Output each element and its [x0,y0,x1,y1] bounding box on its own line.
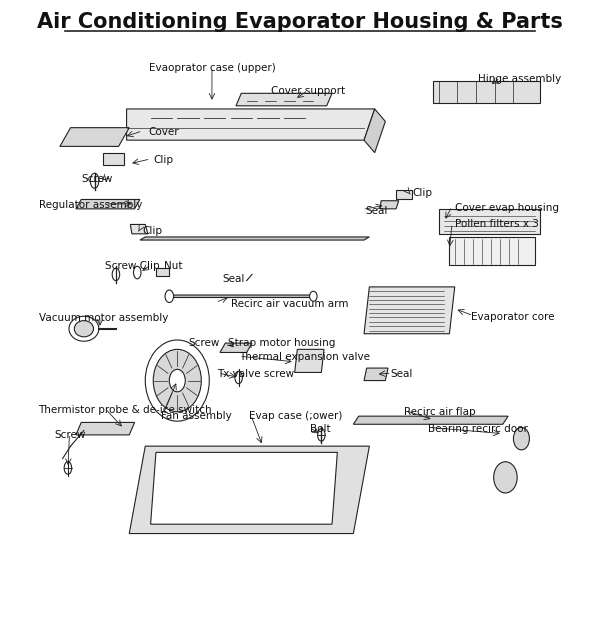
Text: Evaporator core: Evaporator core [471,312,554,322]
Polygon shape [140,237,370,240]
Text: Evaoprator case (upper): Evaoprator case (upper) [149,64,275,73]
Text: Strap motor housing: Strap motor housing [228,338,335,348]
Text: Recirc air vacuum arm: Recirc air vacuum arm [230,299,348,309]
Text: Screw: Screw [55,430,86,440]
Ellipse shape [317,428,325,441]
Text: Clip: Clip [153,155,173,165]
Ellipse shape [134,266,141,279]
Polygon shape [449,237,535,265]
Text: Air Conditioning Evaporator Housing & Parts: Air Conditioning Evaporator Housing & Pa… [37,12,563,32]
Polygon shape [439,209,540,234]
Text: Thermistor probe & de-ice switch: Thermistor probe & de-ice switch [38,405,212,415]
Ellipse shape [69,316,99,341]
Polygon shape [103,152,124,165]
Polygon shape [60,128,129,146]
Ellipse shape [494,462,517,493]
Text: Tx valve screw: Tx valve screw [217,369,295,379]
Polygon shape [433,81,540,103]
Text: Seal: Seal [391,369,413,379]
Ellipse shape [112,268,119,280]
Polygon shape [364,287,455,334]
Ellipse shape [310,291,317,301]
Text: Fan assembly: Fan assembly [161,411,232,421]
Polygon shape [396,190,412,200]
Text: Regulator assembly: Regulator assembly [38,200,142,210]
Polygon shape [156,268,169,276]
Text: Cover evap housing: Cover evap housing [455,203,559,212]
Text: Screw: Screw [81,174,113,184]
Text: Pollen filters x 3: Pollen filters x 3 [455,219,539,229]
Text: Screw Clip: Screw Clip [105,261,160,272]
Ellipse shape [145,340,209,421]
Text: Seal: Seal [223,274,245,284]
Ellipse shape [165,290,173,302]
Polygon shape [151,452,337,524]
Text: Evap case (;ower): Evap case (;ower) [250,411,343,421]
Ellipse shape [514,427,529,450]
Text: Recirc air flap: Recirc air flap [404,407,476,417]
Text: Vacuum motor assembly: Vacuum motor assembly [38,313,168,323]
Polygon shape [380,201,399,209]
Text: Nut: Nut [164,261,182,272]
Polygon shape [353,416,508,424]
Ellipse shape [91,173,99,188]
Text: Clip: Clip [143,226,163,236]
Text: Cover support: Cover support [271,86,345,96]
Ellipse shape [235,371,242,384]
Ellipse shape [153,350,201,412]
Polygon shape [129,446,370,534]
Polygon shape [130,224,148,234]
Polygon shape [76,200,140,209]
Text: Seal: Seal [365,206,388,215]
Polygon shape [236,93,332,106]
Ellipse shape [64,462,71,474]
Text: Bearing recirc door: Bearing recirc door [428,423,528,433]
Text: Clip: Clip [412,188,432,198]
Ellipse shape [74,321,94,337]
Text: Hinge assembly: Hinge assembly [478,74,562,84]
Polygon shape [295,350,324,372]
Text: Screw: Screw [188,338,220,348]
Polygon shape [127,109,374,140]
Text: Bolt: Bolt [310,423,330,433]
Text: Thermal expansion valve: Thermal expansion valve [239,352,370,362]
Polygon shape [364,109,385,152]
Polygon shape [364,368,388,381]
Text: Cover: Cover [148,127,179,137]
Polygon shape [220,343,252,352]
Polygon shape [76,422,134,435]
Polygon shape [167,295,316,297]
Ellipse shape [169,369,185,392]
